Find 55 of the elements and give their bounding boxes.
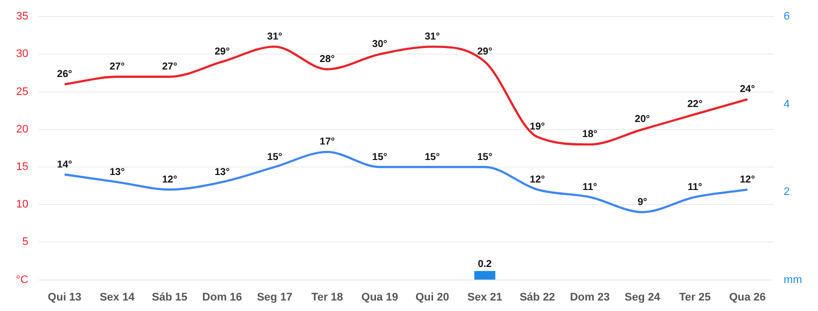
x-tick-label: Qua 19 <box>361 291 398 304</box>
data-label: 11° <box>582 182 598 193</box>
data-label: 15° <box>372 152 388 163</box>
y-tick-label: 20 <box>16 123 28 136</box>
y-tick-label: 30 <box>16 48 28 60</box>
data-label: 12° <box>740 174 755 186</box>
x-tick-label: Dom 23 <box>570 291 610 304</box>
data-label: 12° <box>162 174 178 186</box>
data-label: 18° <box>582 129 598 140</box>
x-tick-label: Seg 17 <box>256 291 292 304</box>
x-tick-label: Sáb 15 <box>152 291 188 304</box>
data-label: 29° <box>214 46 230 58</box>
data-label: 31° <box>267 31 282 42</box>
data-label: 9° <box>638 196 648 208</box>
data-label: 30° <box>372 38 388 50</box>
data-label: 12° <box>530 174 545 186</box>
data-label: 29° <box>477 46 492 58</box>
x-tick-label: Sáb 22 <box>520 291 556 304</box>
y2-tick-label: 2 <box>784 186 790 198</box>
y-tick-label: °C <box>16 274 28 286</box>
data-label: 24° <box>740 84 755 96</box>
data-label: 28° <box>320 54 335 65</box>
y-tick-label: 35 <box>16 10 28 23</box>
data-label: 20° <box>634 114 650 126</box>
data-label: 27° <box>110 62 125 73</box>
data-label: 14° <box>57 159 72 170</box>
data-label: 26° <box>57 69 72 80</box>
y-tick-label: 25 <box>16 86 28 98</box>
data-label: 11° <box>688 182 702 193</box>
y-tick-label: 10 <box>16 198 28 211</box>
x-tick-label: Qui 13 <box>48 291 82 304</box>
x-tick-label: Dom 16 <box>202 291 242 304</box>
y-tick-label: 5 <box>22 236 28 248</box>
data-label: 15° <box>424 152 440 163</box>
x-tick-label: Seg 24 <box>624 291 661 304</box>
data-label: 15° <box>267 152 282 163</box>
x-tick-label: Sex 14 <box>100 291 136 304</box>
data-label: 15° <box>477 152 492 163</box>
data-label: 22° <box>687 99 702 110</box>
y-tick-label: 15 <box>16 161 28 174</box>
data-label: 13° <box>110 166 125 178</box>
data-label: 31° <box>424 31 440 42</box>
data-label: 17° <box>320 136 335 148</box>
data-label: 27° <box>162 62 178 73</box>
y2-tick-label: mm <box>784 274 802 286</box>
x-tick-label: Ter 25 <box>679 291 711 304</box>
x-tick-label: Qua 26 <box>729 291 766 304</box>
data-label: 0.2 <box>478 258 492 270</box>
y2-tick-label: 6 <box>784 10 790 23</box>
x-tick-label: Sex 21 <box>467 291 502 304</box>
data-label: 13° <box>214 166 230 178</box>
data-label: 19° <box>530 122 545 133</box>
y2-tick-label: 4 <box>784 98 790 110</box>
x-tick-label: Ter 18 <box>311 291 344 304</box>
x-tick-label: Qui 20 <box>415 291 450 304</box>
